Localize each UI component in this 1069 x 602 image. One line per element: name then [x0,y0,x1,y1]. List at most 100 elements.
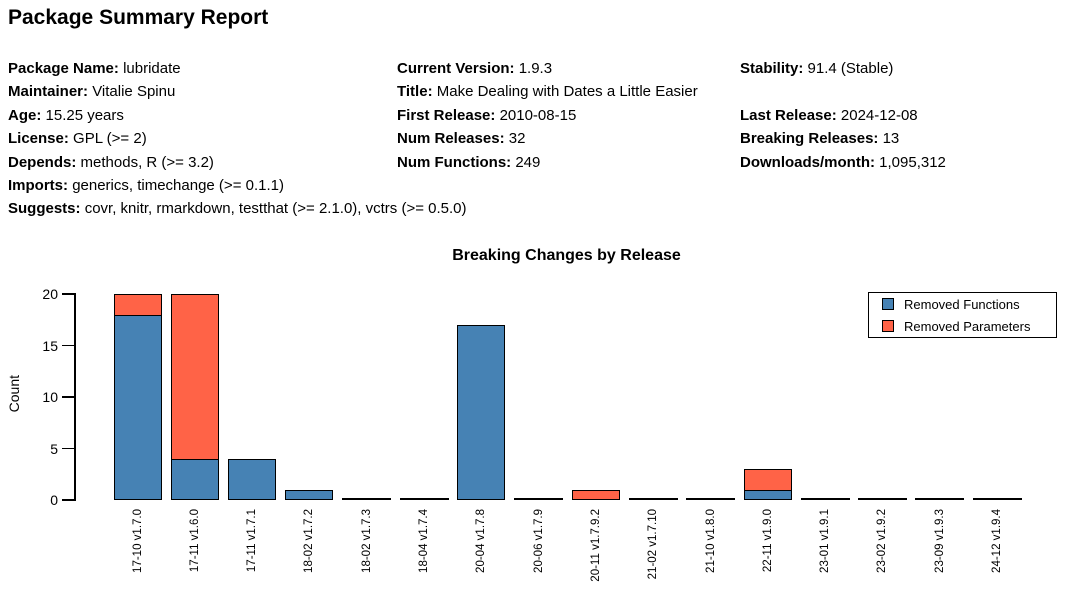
meta-label: Downloads/month [740,154,875,171]
meta-label: Title [397,83,433,100]
x-tick-label: 21-10 v1.8.0 [704,509,717,573]
legend-item: Removed Functions [882,294,1056,314]
meta-label: Depends [8,154,76,171]
y-tick-label: 5 [50,440,58,457]
meta-row-downloads-month: Downloads/month 1,095,312 [740,151,946,174]
meta-value: 91.4 (Stable) [807,60,894,77]
bar-segment-removed-parameters [744,470,791,491]
meta-row-stability: Stability 91.4 (Stable) [740,57,946,80]
meta-label: Breaking Releases [740,130,878,147]
meta-row-package-name: Package Name lubridate [8,57,467,80]
bar-zero [628,498,678,501]
metadata-column-right: Stability 91.4 (Stable) Last Release 202… [740,57,946,174]
bar [228,458,277,500]
x-tick-label: 18-02 v1.7.2 [303,509,316,573]
meta-value: 249 [515,153,541,171]
x-tick-label: 20-06 v1.7.9 [532,509,545,573]
y-tick-label: 20 [42,286,58,302]
x-tick-label: 24-12 v1.9.4 [991,509,1003,573]
legend-label: Removed Parameters [904,318,1031,334]
legend-swatch [882,298,894,310]
bar [457,324,506,500]
legend-label: Removed Functions [904,296,1020,312]
meta-label: Age [8,107,41,124]
chart-title: Breaking Changes by Release [452,247,681,264]
meta-row-depends: Depends methods, R (>= 3.2) [8,151,467,174]
y-tick [62,396,74,398]
meta-value: lubridate [123,60,181,77]
meta-label: License [8,130,69,147]
meta-row-breaking-releases: Breaking Releases 13 [740,127,946,150]
meta-label: Maintainer [8,83,88,100]
meta-row-first-release: First Release 2010-08-15 [397,104,698,127]
y-tick [62,447,74,450]
meta-label: Package Name [8,60,119,77]
legend-swatch [882,320,894,332]
bar-zero [915,498,965,501]
meta-row-license: License GPL (>= 2) [8,127,467,150]
page-title: Package Summary Report [8,6,269,29]
meta-row-num-releases: Num Releases 32 [397,127,698,150]
meta-row-suggests: Suggests covr, knitr, rmarkdown, testtha… [8,197,467,220]
meta-value: 15.25 years [45,106,124,124]
meta-label: Num Functions [397,154,511,171]
meta-value: 13 [882,130,900,148]
bar [743,469,792,500]
x-tick-label: 17-11 v1.7.1 [246,509,259,573]
x-tick-label: 20-04 v1.7.8 [475,509,488,573]
meta-value: 2010-08-15 [499,106,577,124]
x-tick-label: 21-02 v1.7.10 [647,509,660,580]
metadata-column-middle: Current Version 1.9.3 Title Make Dealing… [397,57,698,174]
bar-zero [857,498,907,501]
meta-row-last-release: Last Release 2024-12-08 [740,104,946,127]
metadata-column-left: Package Name lubridate Maintainer Vitali… [8,57,467,221]
meta-value: GPL (>= 2) [73,130,147,148]
y-tick [62,344,74,347]
bar [285,489,334,500]
bar [170,294,219,500]
y-axis-line [74,293,76,501]
legend-item: Removed Parameters [882,316,1056,336]
meta-label: Suggests [8,200,81,217]
meta-value: methods, R (>= 3.2) [80,153,214,171]
x-tick-label: 18-04 v1.7.4 [418,509,430,573]
bar [571,489,620,500]
bar-zero [686,498,735,501]
meta-value: 1,095,312 [879,153,946,171]
meta-label: Stability [740,60,803,77]
bar-zero [514,498,564,501]
meta-label: Last Release [740,107,837,124]
bar [113,294,162,500]
meta-row-current-version: Current Version 1.9.3 [397,57,698,80]
meta-label: First Release [397,107,495,124]
bar-segment-removed-parameters [114,295,161,316]
meta-label: Current Version [397,60,515,77]
y-tick [62,499,74,501]
y-tick-label: 0 [50,492,58,508]
y-tick [62,293,74,295]
x-tick-label: 20-11 v1.7.9.2 [589,509,602,582]
x-tick-label: 22-11 v1.9.0 [761,509,774,573]
y-tick-label: 10 [42,389,58,405]
meta-value: 32 [508,130,526,148]
x-tick-label: 17-10 v1.7.0 [131,509,144,573]
meta-value: 1.9.3 [518,60,553,77]
bar-zero [972,498,1022,501]
meta-label: Imports [8,177,68,194]
meta-value: Make Dealing with Dates a Little Easier [436,83,698,101]
meta-value: generics, timechange (>= 0.1.1) [72,176,284,194]
bar-zero [342,498,392,501]
bar-zero [399,498,449,501]
meta-label: Num Releases [397,130,505,147]
bar-segment-removed-parameters [171,295,218,460]
meta-row-imports: Imports generics, timechange (>= 0.1.1) [8,174,467,197]
meta-value: covr, knitr, rmarkdown, testthat (>= 2.1… [84,200,467,218]
bar-zero [800,498,850,501]
x-tick-label: 23-02 v1.9.2 [876,509,889,573]
meta-value: Vitalie Spinu [92,83,176,101]
x-tick-label: 23-01 v1.9.1 [819,509,832,573]
meta-row-age: Age 15.25 years [8,104,467,127]
x-tick-label: 17-11 v1.6.0 [188,509,201,573]
